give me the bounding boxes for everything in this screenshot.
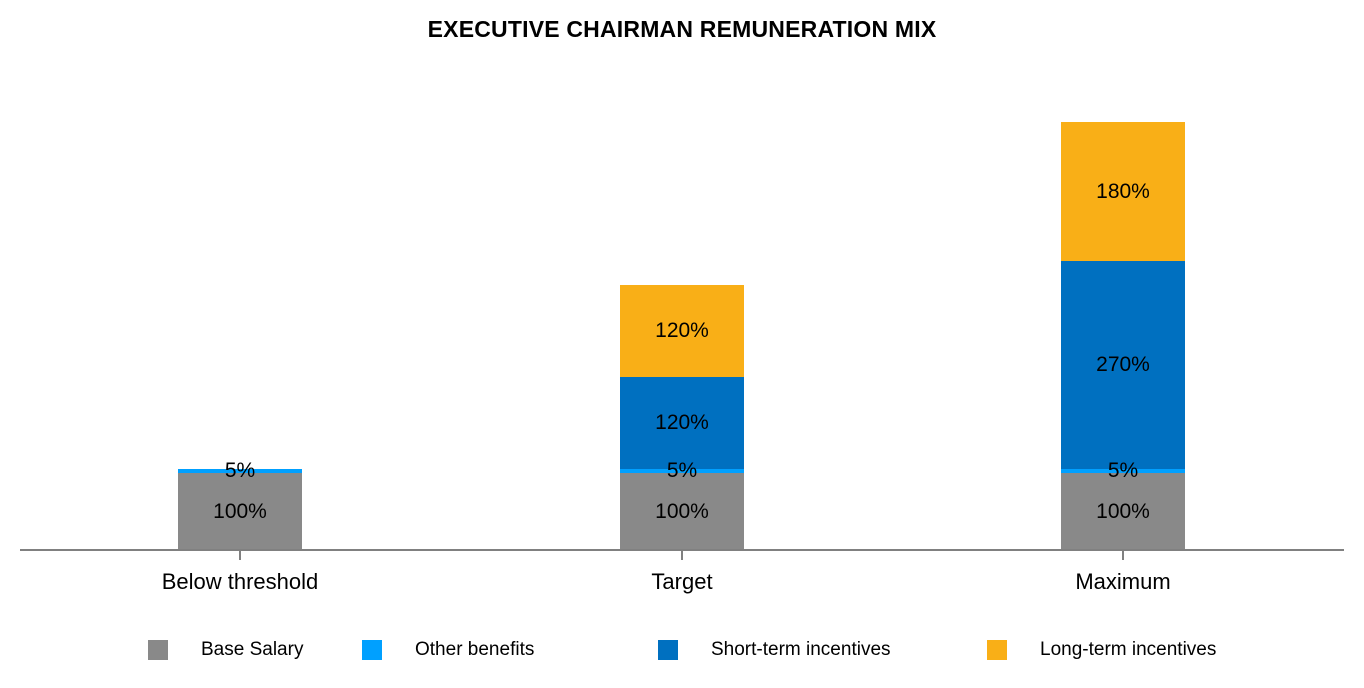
bar-segment-short-term-incentives <box>620 377 744 469</box>
bar-segment-long-term-incentives <box>1061 122 1185 261</box>
bar-segment-label: 5% <box>666 459 698 482</box>
legend-swatch-other-benefits <box>362 640 382 660</box>
x-axis-label-target: Target <box>651 569 713 594</box>
bar-segment-other-benefits <box>1061 469 1185 473</box>
legend-swatch-base-salary <box>148 640 168 660</box>
bar-segment-label: 5% <box>224 459 256 482</box>
bar-segment-label: 270% <box>1096 353 1150 376</box>
legend-label-short-term-incentives: Short-term incentives <box>711 639 891 660</box>
bar-segment-label: 120% <box>655 319 709 342</box>
legend-swatch-long-term-incentives <box>987 640 1007 660</box>
bar-segment-label: 100% <box>655 500 709 523</box>
x-axis-label-maximum: Maximum <box>1075 569 1171 594</box>
bar-segment-base-salary <box>620 473 744 550</box>
legend-swatch-short-term-incentives <box>658 640 678 660</box>
legend-item-base-salary: Base Salary <box>148 639 303 661</box>
bar-segment-label: 100% <box>1096 500 1150 523</box>
legend-item-other-benefits: Other benefits <box>362 639 534 661</box>
x-axis-tick <box>239 551 241 560</box>
bar-segment-other-benefits <box>620 469 744 473</box>
bar-segment-label: 180% <box>1096 180 1150 203</box>
bar-segment-label: 120% <box>655 411 709 434</box>
legend-label-base-salary: Base Salary <box>201 639 304 660</box>
x-axis-label-below-threshold: Below threshold <box>161 569 319 594</box>
legend-item-short-term-incentives: Short-term incentives <box>658 639 891 661</box>
chart-title: EXECUTIVE CHAIRMAN REMUNERATION MIX <box>427 16 937 42</box>
bar-segment-short-term-incentives <box>1061 261 1185 469</box>
bar-segment-base-salary <box>1061 473 1185 550</box>
bar-segment-label: 5% <box>1107 459 1139 482</box>
bar-segment-other-benefits <box>178 469 302 473</box>
x-axis-tick <box>681 551 683 560</box>
bar-segment-long-term-incentives <box>620 285 744 377</box>
bar-segment-base-salary <box>178 473 302 550</box>
legend-label-other-benefits: Other benefits <box>415 639 535 660</box>
x-axis-line <box>20 549 1344 551</box>
legend-item-long-term-incentives: Long-term incentives <box>987 639 1216 661</box>
x-axis-tick <box>1122 551 1124 560</box>
bar-segment-label: 100% <box>213 500 267 523</box>
legend-label-long-term-incentives: Long-term incentives <box>1040 639 1217 660</box>
